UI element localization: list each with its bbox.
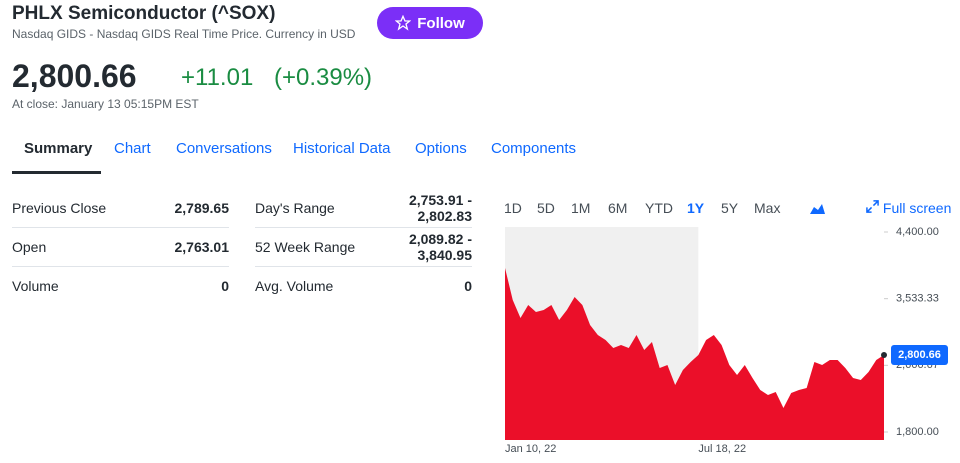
- stat-label: 52 Week Range: [255, 238, 356, 255]
- stat-label: Avg. Volume: [255, 277, 334, 294]
- stat-label: Previous Close: [12, 199, 107, 216]
- stat-value: 2,789.65: [174, 199, 230, 216]
- change-percent: (+0.39%): [274, 64, 373, 91]
- stat-value: 2,763.01: [174, 238, 230, 255]
- y-tick-label: 3,533.33: [896, 293, 939, 305]
- stat-row: Open 2,763.01: [12, 227, 229, 267]
- range-button[interactable]: 5D: [537, 200, 555, 216]
- stat-label: Volume: [12, 277, 59, 294]
- star-icon: [395, 15, 412, 31]
- range-button[interactable]: 1M: [571, 200, 591, 216]
- stat-label: Day's Range: [255, 199, 335, 216]
- range-button[interactable]: 1Y: [687, 200, 705, 216]
- x-tick-label: Jan 10, 22: [505, 443, 556, 455]
- price-tag: [891, 345, 948, 366]
- last-point: [881, 352, 887, 359]
- x-tick-label: Jul 18, 22: [698, 443, 746, 455]
- tab-underline: [12, 171, 101, 174]
- area: [505, 268, 884, 440]
- range-button[interactable]: 5Y: [721, 200, 739, 216]
- range-button[interactable]: 6M: [608, 200, 628, 216]
- chart-type-icon: [810, 204, 825, 214]
- tab[interactable]: Chart: [114, 140, 151, 157]
- stat-row: Avg. Volume 0: [255, 266, 472, 305]
- follow-label: Follow: [417, 14, 465, 32]
- stat-value: 0: [464, 277, 472, 294]
- change: +11.01: [181, 64, 254, 91]
- range-button[interactable]: Max: [754, 200, 781, 216]
- stat-value: 2,753.91 - 2,802.83: [408, 191, 472, 224]
- tab[interactable]: Options: [415, 140, 467, 157]
- tab[interactable]: Components: [491, 140, 577, 157]
- y-tick-label: 4,400.00: [896, 226, 939, 238]
- full-screen-label: Full screen: [882, 200, 952, 216]
- range-button[interactable]: 1D: [504, 200, 522, 216]
- follow-button[interactable]: Follow: [377, 7, 483, 39]
- stat-row: 52 Week Range 2,089.82 - 3,840.95: [255, 227, 472, 267]
- stat-row: Day's Range 2,753.91 - 2,802.83: [255, 188, 472, 228]
- stat-row: Volume 0: [12, 266, 229, 305]
- expand-icon: [866, 200, 879, 213]
- close-time: At close: January 13 05:15PM EST: [12, 97, 199, 111]
- stat-value: 2,089.82 - 3,840.95: [408, 230, 472, 263]
- stat-row: Previous Close 2,789.65: [12, 188, 229, 228]
- tab[interactable]: Summary: [24, 140, 93, 157]
- title: PHLX Semiconductor (^SOX): [12, 3, 276, 24]
- range-button[interactable]: YTD: [645, 200, 673, 216]
- tab[interactable]: Historical Data: [293, 140, 391, 157]
- price: 2,800.66: [12, 58, 137, 94]
- stat-label: Open: [12, 238, 47, 255]
- full-screen[interactable]: Full screen: [866, 200, 951, 216]
- tab[interactable]: Conversations: [176, 140, 272, 157]
- stat-value: 0: [221, 277, 229, 294]
- y-tick-label: 1,800.00: [896, 426, 939, 438]
- price-tag-label: 2,800.66: [898, 349, 941, 361]
- subtitle: Nasdaq GIDS - Nasdaq GIDS Real Time Pric…: [12, 27, 356, 41]
